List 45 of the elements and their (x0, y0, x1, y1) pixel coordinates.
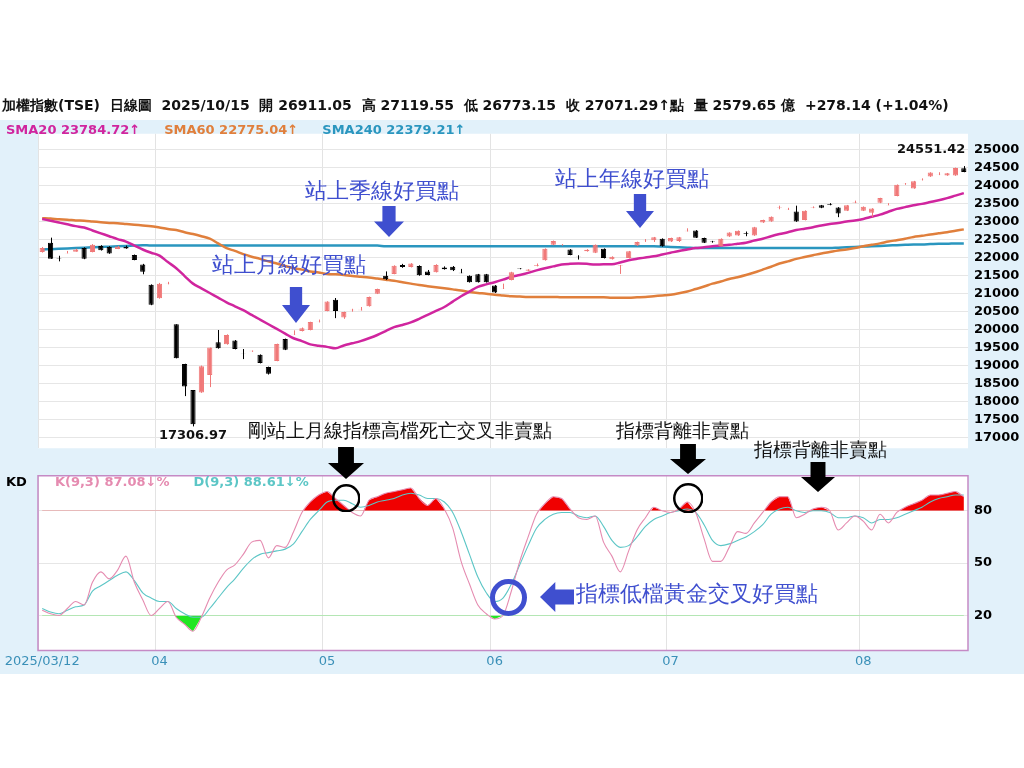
y-tick-label: 20500 (974, 303, 1020, 319)
y-tick-label: 80 (974, 502, 993, 518)
y-tick-label: 20000 (974, 321, 1020, 336)
annotation: 24551.42 (897, 141, 966, 157)
annotation: 17306.97 (158, 427, 228, 443)
y-tick-label: 25000 (974, 141, 1020, 157)
candlestick (182, 363, 188, 397)
y-tick-label: 17000 (974, 428, 1020, 444)
y-tick-label: 18500 (974, 374, 1020, 390)
annotation: 站上年線好買點 (555, 166, 709, 193)
x-tick-label: 08 (855, 652, 872, 668)
x-tick-label: 2025/03/12 (4, 652, 80, 668)
y-tick-label: 23500 (974, 195, 1020, 211)
text: SMA60 22775.04↑ (164, 122, 299, 137)
x-tick-label: 04 (151, 652, 168, 668)
y-tick-label: 50 (974, 554, 993, 570)
x-tick-label: 07 (662, 652, 679, 668)
line-series (40, 216, 966, 299)
annotation: 剛站上月線指標高檔死亡交叉非賣點 (248, 419, 552, 442)
y-tick-label: 24000 (974, 177, 1020, 193)
text: K(9,3) 87.08↓% (54, 474, 170, 489)
y-tick-label: 21000 (974, 285, 1020, 301)
y-tick-label: 24500 (974, 159, 1020, 175)
y-tick-label: 22000 (974, 249, 1020, 265)
x-tick-label: 06 (486, 652, 503, 668)
y-tick-label: 22500 (974, 231, 1020, 247)
chart-title: 加權指數(TSE) 日線圖 2025/10/15 開 26911.05 高 27119.55 低 26773.15 收 27071.29↑點 量 2579.65 億 +278.14 (+1.04%) (2, 97, 949, 115)
chart-title: KD (6, 474, 27, 489)
y-tick-label: 18000 (974, 392, 1020, 408)
y-tick-label: 19500 (974, 338, 1020, 354)
annotation: 指標背離非賣點 (616, 419, 749, 442)
annotation: 站上季線好買點 (305, 178, 459, 205)
candlestick (332, 297, 339, 319)
candlestick (215, 329, 221, 350)
y-tick-label: 17500 (974, 410, 1020, 426)
y-tick-label: 21500 (974, 267, 1020, 283)
series-label: D(9,3) 88.61↓% (193, 474, 309, 489)
y-tick-label: 20 (974, 606, 993, 622)
text: SMA240 22379.21↑ (322, 122, 466, 137)
text: SMA20 23784.72↑ (6, 122, 141, 137)
annotation: 指標低檔黃金交叉好買點 (576, 581, 818, 608)
y-tick-label: 23000 (974, 213, 1020, 229)
x-tick-label: 05 (318, 652, 336, 668)
y-tick-label: 19000 (974, 356, 1020, 372)
annotation: 指標背離非賣點 (754, 438, 887, 461)
